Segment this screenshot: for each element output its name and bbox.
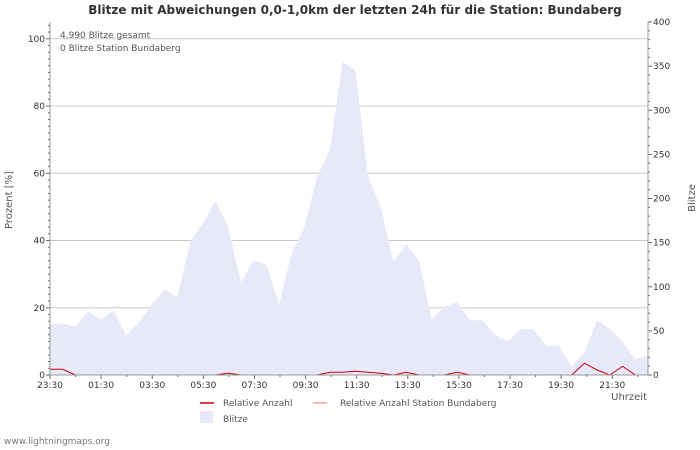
y-tick-left-label: 20 [34,304,46,314]
x-tick-label: 09:30 [293,381,319,391]
annotation-total: 4.990 Blitze gesamt [60,31,151,41]
y-axis-left-label: Prozent [%] [4,171,15,229]
y-tick-right-label: 50 [653,327,665,337]
series-area-blitze [50,61,648,375]
x-tick-label: 11:30 [344,381,370,391]
x-axis-label: Uhrzeit [611,392,647,403]
annotation-station: 0 Blitze Station Bundaberg [60,44,181,54]
x-tick-label: 03:30 [139,381,165,391]
y-tick-left-label: 40 [34,237,46,247]
x-tick-label: 17:30 [497,381,523,391]
y-axis-right-label: Blitze [687,184,698,212]
x-tick-label: 13:30 [395,381,421,391]
legend-swatch-blitze [200,411,213,423]
y-tick-left-label: 60 [34,169,46,179]
y-tick-left-label: 100 [28,35,45,45]
x-tick-label: 19:30 [548,381,574,391]
chart-title: Blitze mit Abweichungen 0,0-1,0km der le… [88,3,621,17]
legend-label-blitze: Blitze [223,415,248,425]
y-tick-left-label: 80 [34,102,46,112]
y-tick-right-label: 100 [653,283,670,293]
y-tick-right-label: 0 [653,371,659,381]
y-tick-right-label: 400 [653,18,670,28]
x-tick-label: 05:30 [190,381,216,391]
y-tick-right-label: 300 [653,106,670,116]
legend-label-station: Relative Anzahl Station Bundaberg [340,399,497,409]
y-tick-right-label: 200 [653,195,670,205]
x-tick-label: 23:30 [37,381,63,391]
x-tick-label: 07:30 [241,381,267,391]
y-tick-right-label: 350 [653,62,670,72]
x-tick-label: 21:30 [599,381,625,391]
y-tick-right-label: 150 [653,239,670,249]
y-tick-right-label: 250 [653,150,670,160]
legend-label-relative: Relative Anzahl [223,399,292,409]
x-tick-label: 15:30 [446,381,472,391]
x-tick-label: 01:30 [88,381,114,391]
y-tick-left-label: 0 [39,371,45,381]
site-footer[interactable]: www.lightningmaps.org [4,437,110,447]
legend: Relative Anzahl Relative Anzahl Station … [200,399,497,425]
